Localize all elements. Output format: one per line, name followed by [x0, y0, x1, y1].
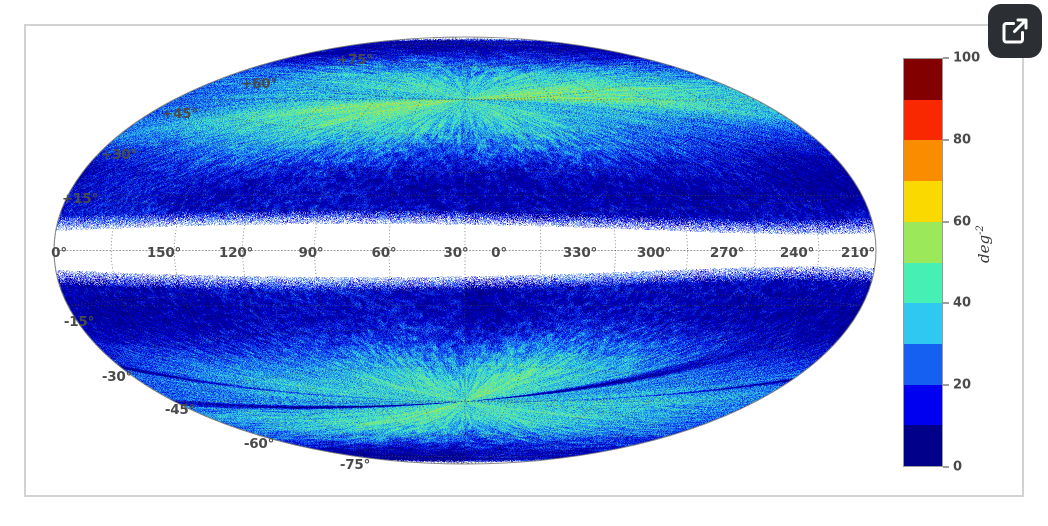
all-sky-density-heatmap: [53, 36, 877, 465]
external-link-icon: [1000, 16, 1030, 46]
colorbar: 0 20 40 60 80 100: [903, 51, 980, 475]
colorbar-band: [904, 140, 942, 182]
colorbar-band: [904, 384, 942, 426]
colorbar-band: [904, 221, 942, 263]
colorbar-band: [904, 343, 942, 385]
colorbar-band: [904, 59, 942, 100]
colorbar-tick-layer: 0 20 40 60 80 100: [943, 51, 989, 475]
colorbar-band: [904, 425, 942, 467]
colorbar-tick: [943, 139, 949, 141]
colorbar-axis-label: deg-2: [975, 225, 993, 263]
colorbar-tick: [943, 221, 949, 223]
colorbar-tick-label: 80: [953, 132, 972, 148]
colorbar-tick-label: 100: [953, 50, 981, 66]
colorbar-tick-label: 60: [953, 214, 972, 230]
colorbar-tick: [943, 302, 949, 304]
colorbar-tick: [943, 384, 949, 386]
colorbar-band: [904, 181, 942, 222]
colorbar-tick-label: 0: [953, 459, 963, 475]
colorbar-band: [904, 303, 942, 344]
colorbar-tick: [943, 57, 949, 59]
colorbar-tick: [943, 466, 949, 468]
colorbar-band: [904, 99, 942, 141]
colorbar-band: [904, 262, 942, 304]
colorbar-gradient: [903, 58, 943, 467]
colorbar-tick-label: 20: [953, 377, 972, 393]
open-in-new-window-button[interactable]: [988, 4, 1042, 58]
colorbar-tick-label: 40: [953, 295, 972, 311]
